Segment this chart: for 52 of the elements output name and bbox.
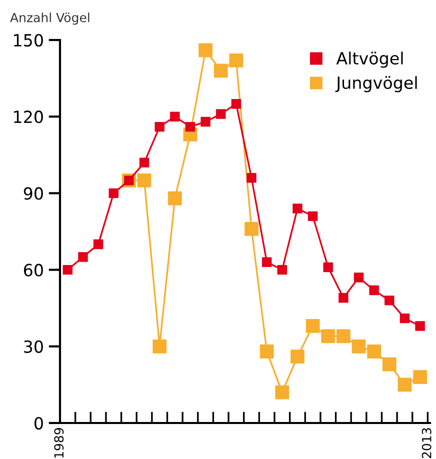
point: [369, 285, 379, 296]
point: [229, 53, 244, 68]
point: [168, 191, 182, 206]
x-tick-label: 2013: [422, 428, 432, 458]
point: [415, 321, 425, 331]
legend-label: Jungvögel: [335, 76, 417, 92]
legend-label: Altvögel: [336, 52, 403, 68]
point: [62, 264, 73, 275]
point: [398, 378, 412, 392]
y-tick-label: 60: [24, 264, 43, 276]
point: [413, 370, 427, 384]
point: [137, 173, 152, 188]
point: [262, 257, 272, 267]
point: [231, 98, 242, 109]
point: [275, 385, 290, 400]
point: [384, 296, 394, 306]
y-tick-label: 90: [24, 187, 43, 200]
point: [216, 109, 226, 119]
point: [93, 239, 104, 250]
y-tick-label: 150: [14, 34, 43, 47]
point: [290, 350, 304, 364]
point: [154, 122, 164, 132]
point: [308, 211, 318, 222]
point: [198, 43, 212, 58]
point: [323, 262, 333, 272]
point: [292, 204, 302, 214]
point: [185, 122, 196, 132]
point: [78, 252, 88, 262]
point: [400, 313, 410, 324]
point: [260, 344, 274, 358]
y-axis-title: Anzahl Vögel: [10, 12, 90, 25]
point: [246, 173, 256, 183]
point: [336, 329, 350, 344]
point: [382, 357, 396, 372]
point: [367, 344, 382, 358]
y-tick-label: 120: [14, 110, 43, 124]
point: [321, 329, 336, 344]
point: [354, 272, 364, 282]
point: [338, 293, 348, 303]
point: [214, 64, 228, 78]
point: [170, 112, 180, 122]
point: [152, 339, 167, 354]
point: [139, 158, 150, 168]
point: [306, 319, 320, 333]
y-tick-label: 0: [34, 416, 43, 430]
point: [200, 116, 210, 127]
point: [108, 188, 118, 198]
y-tick-label: 30: [24, 340, 43, 353]
point: [352, 339, 366, 354]
x-tick-label: 1989: [54, 428, 64, 458]
point: [244, 222, 258, 236]
point: [277, 264, 288, 275]
